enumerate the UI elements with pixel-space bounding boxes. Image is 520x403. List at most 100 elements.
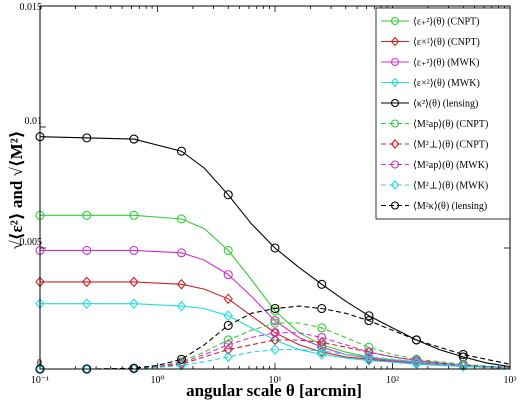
data-point bbox=[317, 332, 327, 343]
data-point bbox=[82, 276, 92, 288]
data-point bbox=[364, 311, 374, 321]
legend-marker bbox=[390, 98, 400, 108]
legend-marker bbox=[390, 36, 400, 47]
data-point bbox=[270, 318, 280, 328]
data-point bbox=[458, 349, 468, 360]
legend-label: ⟨κ²⟩(θ) (lensing) bbox=[413, 99, 478, 110]
data-point bbox=[176, 300, 187, 312]
data-point bbox=[270, 303, 280, 314]
data-point bbox=[270, 243, 280, 253]
legend-label: ⟨ε×²⟩(θ) (MWK) bbox=[413, 78, 480, 89]
series-line bbox=[40, 305, 511, 370]
series-line bbox=[40, 332, 511, 370]
x-tick-label: 10⁰ bbox=[150, 375, 164, 386]
x-tick-label: 10³ bbox=[504, 375, 517, 386]
legend-marker bbox=[390, 119, 400, 128]
legend-label: ⟨ε₊²⟩(θ) (MWK) bbox=[413, 58, 479, 69]
data-point bbox=[129, 245, 139, 255]
legend-label: ⟨M²ap⟩(θ) (MWK) bbox=[413, 160, 488, 171]
data-point bbox=[364, 316, 374, 326]
legend-label: ⟨M²⊥⟩(θ) (CNPT) bbox=[413, 140, 488, 151]
plot-area bbox=[35, 132, 511, 375]
data-point bbox=[223, 270, 233, 280]
data-point bbox=[411, 335, 422, 345]
data-point bbox=[223, 351, 233, 363]
data-point bbox=[82, 245, 92, 255]
data-point bbox=[129, 134, 139, 144]
legend-entry: ⟨ε₊²⟩(θ) (MWK) bbox=[381, 58, 479, 69]
legend-entry: ⟨M²ap⟩(θ) (MWK) bbox=[381, 160, 488, 171]
data-point bbox=[176, 248, 187, 258]
data-point bbox=[223, 245, 233, 255]
legend-marker bbox=[390, 57, 400, 67]
data-point bbox=[176, 360, 187, 371]
data-point bbox=[223, 320, 233, 330]
legend-label: ⟨ε×²⟩(θ) (CNPT) bbox=[413, 37, 480, 48]
x-tick-label: 10¹ bbox=[269, 375, 282, 386]
data-point bbox=[223, 310, 233, 322]
x-axis-title: angular scale θ [arcmin] bbox=[186, 381, 362, 400]
legend-marker bbox=[390, 16, 400, 26]
y-tick-label: 0.015 bbox=[20, 2, 43, 13]
data-point bbox=[176, 278, 187, 290]
legend-marker bbox=[390, 139, 400, 149]
legend-entry: ⟨κ²⟩(θ) (lensing) bbox=[381, 99, 478, 110]
legend-label: ⟨M²⊥⟩(θ) (MWK) bbox=[413, 181, 488, 192]
data-point bbox=[364, 351, 374, 363]
data-point bbox=[270, 328, 280, 338]
data-point bbox=[364, 347, 374, 357]
legend-entry: ⟨M²κ⟩(θ) (lensing) bbox=[381, 201, 487, 212]
legend-entry: ⟨ε×²⟩(θ) (MWK) bbox=[381, 77, 480, 89]
legend-marker bbox=[390, 77, 400, 88]
series-line bbox=[40, 349, 511, 370]
legend-box bbox=[375, 7, 511, 220]
legend-marker bbox=[390, 160, 400, 169]
data-point bbox=[176, 358, 187, 368]
legend-label: ⟨M²κ⟩(θ) (lensing) bbox=[413, 201, 487, 212]
legend-entry: ⟨M²ap⟩(θ) (CNPT) bbox=[381, 119, 488, 130]
y-tick-label: 0.005 bbox=[20, 237, 43, 248]
data-point bbox=[223, 340, 233, 350]
series-line bbox=[39, 136, 511, 368]
legend-entry: ⟨M²⊥⟩(θ) (MWK) bbox=[381, 180, 488, 192]
legend-label: ⟨ε₊²⟩(θ) (CNPT) bbox=[413, 17, 479, 28]
series-line bbox=[40, 322, 511, 370]
data-point bbox=[317, 340, 327, 350]
legend-entry: ⟨M²⊥⟩(θ) (CNPT) bbox=[381, 139, 488, 151]
data-point bbox=[176, 354, 187, 364]
legend-marker bbox=[390, 201, 400, 210]
legend-entry: ⟨ε×²⟩(θ) (CNPT) bbox=[381, 36, 480, 48]
y-tick-label: 0.01 bbox=[25, 116, 43, 127]
data-point bbox=[129, 210, 139, 220]
legend-marker bbox=[390, 180, 400, 190]
legend: ⟨ε₊²⟩(θ) (CNPT) ⟨ε×²⟩(θ) (CNPT) ⟨ε₊²⟩(θ) (… bbox=[375, 7, 511, 220]
data-point bbox=[82, 133, 92, 143]
data-point bbox=[223, 293, 233, 305]
data-point bbox=[129, 298, 139, 309]
data-point bbox=[129, 363, 139, 373]
series-5 bbox=[35, 132, 511, 368]
legend-entry: ⟨ε₊²⟩(θ) (CNPT) bbox=[381, 17, 479, 28]
data-point bbox=[364, 342, 374, 352]
data-point bbox=[82, 210, 92, 220]
data-point bbox=[270, 306, 280, 316]
data-point bbox=[82, 298, 92, 309]
data-point bbox=[223, 335, 233, 345]
data-point bbox=[317, 279, 327, 289]
data-point bbox=[317, 345, 327, 357]
data-point bbox=[317, 323, 327, 333]
data-point bbox=[458, 360, 468, 372]
data-point bbox=[176, 214, 187, 224]
data-point bbox=[223, 190, 233, 200]
data-point bbox=[176, 146, 187, 156]
y-axis-title: √⟨ε²⟩ and √⟨M²⟩ bbox=[7, 130, 26, 249]
data-point bbox=[317, 303, 327, 314]
x-tick-label: 10² bbox=[386, 375, 399, 386]
data-point bbox=[270, 316, 280, 326]
legend-label: ⟨M²ap⟩(θ) (CNPT) bbox=[413, 119, 488, 130]
x-tick-label: 10⁻¹ bbox=[31, 375, 49, 386]
data-point bbox=[270, 344, 280, 355]
data-point bbox=[411, 356, 422, 368]
data-point bbox=[129, 276, 139, 288]
